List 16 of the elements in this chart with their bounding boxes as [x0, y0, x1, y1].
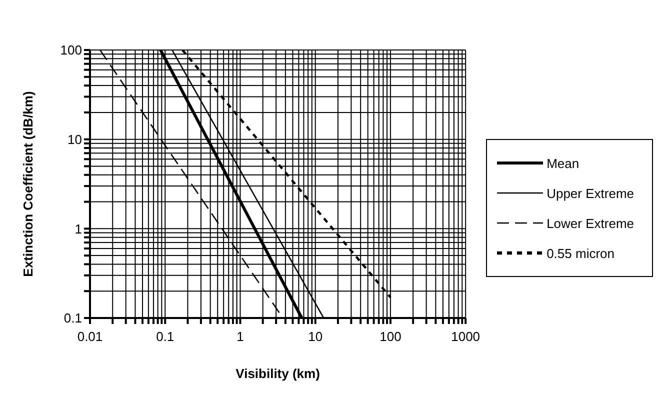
x-tick-label: 1: [236, 329, 244, 344]
x-tick-label: 0.01: [77, 329, 103, 344]
x-axis-title: Visibility (km): [236, 366, 320, 381]
y-axis-title: Extinction Coefficient (dB/km): [20, 91, 36, 277]
x-tick-label: 0.1: [156, 329, 174, 344]
legend-label: 0.55 micron: [546, 246, 614, 260]
y-tick-label: 10: [68, 132, 82, 147]
x-tick-label: 10: [308, 329, 323, 344]
legend-label: Lower Extreme: [546, 216, 634, 230]
x-tick-label: 1000: [451, 329, 480, 344]
legend-label: Mean: [546, 156, 580, 170]
y-tick-label: 1: [74, 221, 82, 236]
y-tick-label: 100: [60, 42, 82, 58]
x-tick-label: 100: [380, 329, 402, 344]
y-tick-label: 0.1: [64, 310, 82, 326]
legend-label: Upper Extreme: [546, 186, 634, 200]
